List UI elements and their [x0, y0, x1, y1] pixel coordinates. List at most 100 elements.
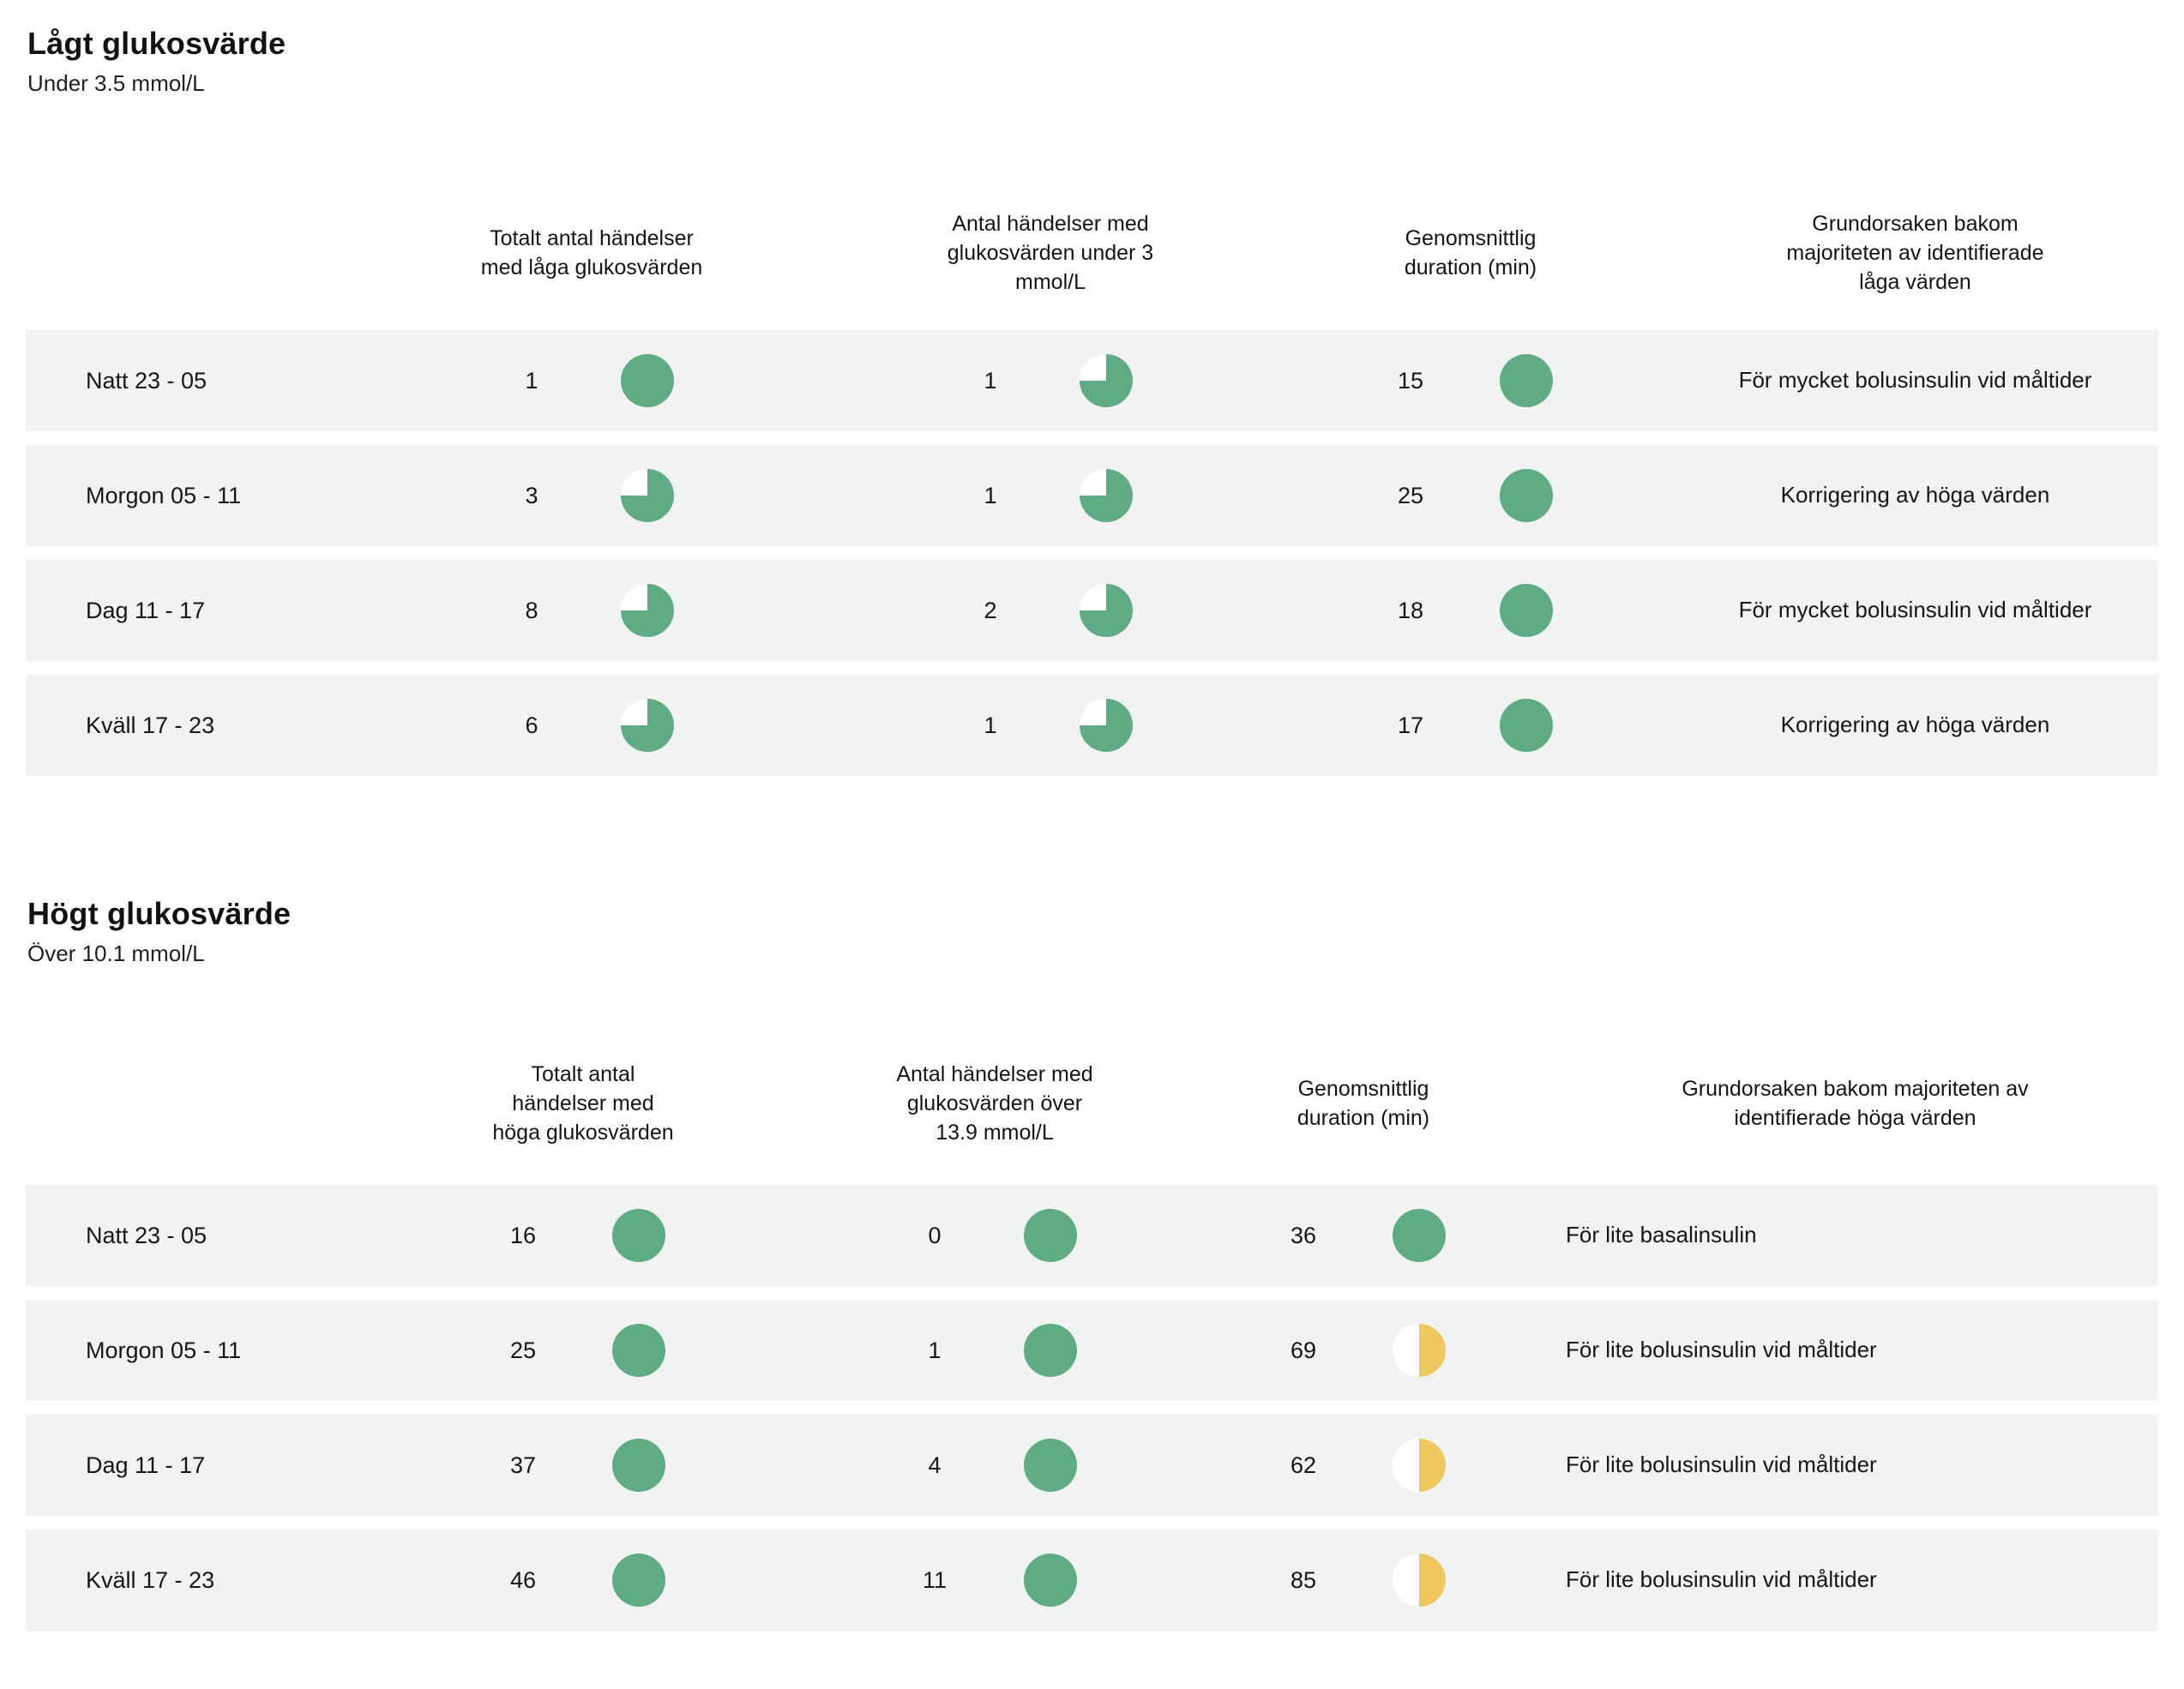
root-cause-text: För lite bolusinsulin vid måltider: [1566, 1337, 1877, 1363]
pie-icon: [1080, 354, 1133, 407]
root-cause-cell: För lite bolusinsulin vid måltider: [1552, 1450, 2158, 1480]
pie-icon: [612, 1554, 665, 1607]
pie-icon: [1024, 1324, 1077, 1377]
root-cause-text: För lite basalinsulin: [1566, 1222, 1757, 1248]
time-period-label: Morgon 05 - 11: [86, 1337, 242, 1363]
column-header-events-over-13-9: Antal händelser med glukosvärden över 13…: [896, 1062, 1093, 1145]
table-row-night: Natt 23 - 05 1 1 15 För mycket bolusinsu…: [26, 330, 2158, 431]
total-low-events-value: 3: [525, 482, 538, 508]
total-low-events-cell: 8: [352, 584, 832, 637]
column-header-total-low-events: Totalt antal händelser med låga glukosvä…: [480, 226, 703, 279]
total-high-events-cell: 25: [352, 1324, 815, 1377]
time-period-label: Natt 23 - 05: [86, 1222, 208, 1248]
root-cause-cell: För lite basalinsulin: [1552, 1220, 2158, 1250]
low-section-subtitle: Under 3.5 mmol/L: [27, 70, 205, 96]
total-low-events-value: 8: [525, 597, 538, 623]
total-low-events-cell: 1: [352, 354, 832, 407]
events-over-13-9-cell: 0: [815, 1209, 1175, 1262]
avg-duration-cell: 18: [1269, 584, 1672, 637]
pie-icon: [621, 354, 674, 407]
root-cause-text: För lite bolusinsulin vid måltider: [1566, 1566, 1877, 1593]
pie-icon: [1500, 584, 1553, 637]
total-high-events-cell: 16: [352, 1209, 815, 1262]
low-section-title: Lågt glukosvärde: [27, 26, 286, 61]
pie-icon: [1024, 1439, 1077, 1492]
avg-duration-cell: 36: [1175, 1209, 1552, 1262]
events-under-3-value: 1: [984, 712, 997, 738]
events-over-13-9-cell: 1: [815, 1324, 1175, 1377]
pie-icon: [612, 1439, 665, 1492]
avg-duration-cell: 62: [1175, 1439, 1552, 1492]
total-high-events-cell: 46: [352, 1554, 815, 1607]
table-row-evening: Kväll 17 - 23 6 1 17 Korrigering av höga…: [26, 675, 2158, 776]
time-period-label: Natt 23 - 05: [86, 367, 208, 394]
time-period-label: Dag 11 - 17: [86, 1452, 206, 1478]
table-row-night: Natt 23 - 05 16 0 36 För lite basalinsul…: [26, 1185, 2158, 1286]
table-row-day: Dag 11 - 17 37 4 62 För lite bolusinsuli…: [26, 1415, 2158, 1516]
events-over-13-9-value: 1: [928, 1337, 942, 1363]
avg-duration-value: 85: [1290, 1566, 1317, 1593]
avg-duration-value: 15: [1397, 367, 1424, 394]
root-cause-cell: Korrigering av höga värden: [1672, 480, 2158, 510]
root-cause-cell: För mycket bolusinsulin vid måltider: [1672, 365, 2158, 395]
pie-icon: [1500, 469, 1553, 522]
total-high-events-value: 37: [509, 1452, 537, 1478]
column-header-root-cause: Grundorsaken bakom majoriteten av identi…: [1682, 1077, 2029, 1130]
avg-duration-cell: 25: [1269, 469, 1672, 522]
pie-icon: [1080, 584, 1133, 637]
high-section-subtitle: Över 10.1 mmol/L: [27, 941, 205, 966]
events-under-3-value: 2: [984, 597, 997, 623]
high-glucose-section: Högt glukosvärde Över 10.1 mmol/L Totalt…: [26, 896, 2158, 1631]
avg-duration-cell: 17: [1269, 699, 1672, 752]
total-low-events-cell: 3: [352, 469, 832, 522]
avg-duration-value: 62: [1290, 1452, 1317, 1478]
high-table-header: Totalt antal händelser med höga glukosvä…: [26, 1036, 2158, 1171]
pie-icon: [1024, 1554, 1077, 1607]
column-header-total-high-events: Totalt antal händelser med höga glukosvä…: [492, 1062, 674, 1145]
total-high-events-cell: 37: [352, 1439, 815, 1492]
column-header-root-cause: Grundorsaken bakom majoriteten av identi…: [1786, 212, 2044, 294]
pie-icon: [1080, 469, 1133, 522]
high-glucose-table: Totalt antal händelser med höga glukosvä…: [26, 1036, 2158, 1631]
total-high-events-value: 16: [509, 1222, 537, 1248]
events-over-13-9-value: 0: [928, 1222, 942, 1248]
pie-icon: [612, 1324, 665, 1377]
pie-icon: [1500, 354, 1553, 407]
root-cause-cell: För lite bolusinsulin vid måltider: [1552, 1565, 2158, 1595]
root-cause-text: För mycket bolusinsulin vid måltider: [1738, 597, 2092, 623]
pie-icon: [1024, 1209, 1077, 1262]
column-header-avg-duration: Genomsnittlig duration (min): [1404, 226, 1537, 279]
pie-icon: [621, 469, 674, 522]
table-row-morning: Morgon 05 - 11 3 1 25 Korrigering av hög…: [26, 445, 2158, 546]
total-high-events-value: 46: [509, 1566, 537, 1593]
pie-icon: [612, 1209, 665, 1262]
low-table-header: Totalt antal händelser med låga glukosvä…: [26, 196, 2158, 310]
pie-icon: [1393, 1324, 1446, 1377]
events-over-13-9-cell: 4: [815, 1439, 1175, 1492]
total-high-events-value: 25: [509, 1337, 537, 1363]
low-glucose-section: Lågt glukosvärde Under 3.5 mmol/L Totalt…: [26, 26, 2158, 776]
glucose-events-report: Lågt glukosvärde Under 3.5 mmol/L Totalt…: [26, 26, 2158, 1631]
root-cause-cell: För mycket bolusinsulin vid måltider: [1672, 595, 2158, 625]
total-low-events-value: 1: [525, 367, 538, 394]
low-glucose-table: Totalt antal händelser med låga glukosvä…: [26, 196, 2158, 776]
avg-duration-value: 18: [1397, 597, 1424, 623]
events-under-3-value: 1: [984, 367, 997, 394]
table-row-morning: Morgon 05 - 11 25 1 69 För lite bolusins…: [26, 1300, 2158, 1401]
column-header-avg-duration: Genomsnittlig duration (min): [1297, 1077, 1430, 1130]
root-cause-text: Korrigering av höga värden: [1780, 482, 2050, 508]
root-cause-text: För lite bolusinsulin vid måltider: [1566, 1452, 1877, 1478]
avg-duration-value: 17: [1397, 712, 1424, 738]
root-cause-cell: För lite bolusinsulin vid måltider: [1552, 1335, 2158, 1365]
pie-icon: [621, 699, 674, 752]
avg-duration-value: 69: [1290, 1337, 1317, 1363]
avg-duration-value: 36: [1290, 1222, 1317, 1248]
avg-duration-cell: 85: [1175, 1554, 1552, 1607]
events-over-13-9-value: 11: [922, 1566, 948, 1593]
pie-icon: [1393, 1439, 1446, 1492]
avg-duration-cell: 69: [1175, 1324, 1552, 1377]
time-period-label: Kväll 17 - 23: [86, 1566, 215, 1593]
table-row-evening: Kväll 17 - 23 46 11 85 För lite bolusins…: [26, 1530, 2158, 1631]
time-period-label: Dag 11 - 17: [86, 597, 206, 623]
avg-duration-value: 25: [1397, 482, 1424, 508]
